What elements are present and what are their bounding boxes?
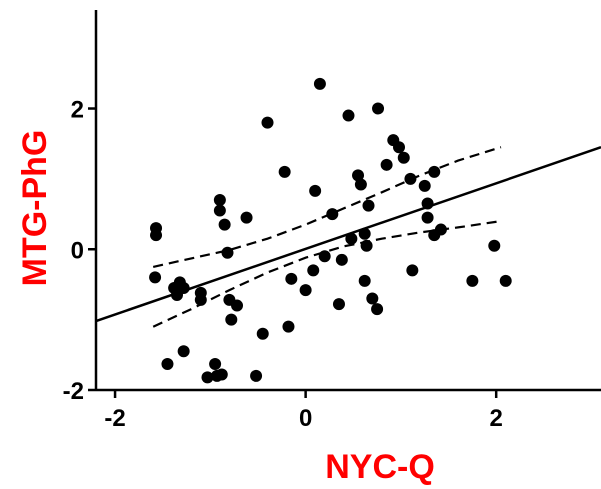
x-tick-label: 2 xyxy=(490,405,503,432)
data-point xyxy=(428,165,441,178)
data-point xyxy=(285,272,298,285)
data-point xyxy=(354,178,367,191)
data-point xyxy=(299,284,312,297)
data-point xyxy=(418,179,431,192)
data-point xyxy=(307,264,320,277)
data-point xyxy=(309,184,322,197)
y-tick-label: -2 xyxy=(63,378,84,405)
x-axis-title: NYC-Q xyxy=(325,448,435,486)
data-point xyxy=(150,229,163,242)
x-tick-label: -2 xyxy=(104,405,125,432)
data-points xyxy=(149,77,512,384)
data-point xyxy=(201,371,214,384)
data-point xyxy=(282,320,295,333)
data-point xyxy=(335,253,348,266)
tick-labels: -2 0 2 -2 0 2 xyxy=(63,97,503,432)
data-point xyxy=(240,211,253,224)
data-point xyxy=(372,102,385,115)
axes xyxy=(88,10,601,398)
data-point xyxy=(221,246,234,259)
data-point xyxy=(149,271,162,284)
y-axis-title: MTG-PhG xyxy=(16,130,54,287)
data-point xyxy=(342,109,355,122)
data-point xyxy=(404,172,417,185)
data-point xyxy=(225,313,238,326)
data-point xyxy=(318,250,331,263)
data-point xyxy=(213,194,226,206)
data-point xyxy=(362,199,375,212)
data-point xyxy=(397,151,410,164)
data-point xyxy=(261,116,274,129)
data-point xyxy=(488,239,501,252)
data-point xyxy=(360,239,373,252)
data-point xyxy=(177,281,190,294)
data-point xyxy=(434,223,447,236)
data-point xyxy=(345,232,358,245)
data-point xyxy=(366,292,379,305)
data-point xyxy=(352,169,365,182)
data-point xyxy=(218,218,231,231)
data-point xyxy=(421,211,434,224)
x-tick-label: 0 xyxy=(299,405,312,432)
data-point xyxy=(380,158,393,171)
data-point xyxy=(358,274,371,287)
confidence-upper-line xyxy=(152,146,502,268)
data-point xyxy=(393,141,405,154)
data-point xyxy=(332,298,345,311)
data-point xyxy=(499,274,512,287)
data-point xyxy=(421,197,434,210)
confidence-lower-line xyxy=(152,220,502,328)
data-point xyxy=(213,204,226,217)
data-point xyxy=(194,293,207,306)
y-tick-label: 0 xyxy=(71,237,84,264)
data-point xyxy=(209,357,222,370)
confidence-band xyxy=(152,146,502,328)
data-point xyxy=(177,345,190,358)
data-point xyxy=(358,227,371,240)
data-point xyxy=(256,327,269,340)
data-point xyxy=(231,299,244,312)
data-point xyxy=(161,357,174,370)
data-point xyxy=(406,264,419,277)
data-point xyxy=(326,208,339,221)
data-point xyxy=(278,165,291,178)
data-point xyxy=(215,368,228,381)
data-point xyxy=(466,274,479,287)
y-tick-label: 2 xyxy=(71,97,84,124)
data-point xyxy=(313,77,326,90)
data-point xyxy=(250,369,263,382)
data-point xyxy=(371,303,384,316)
